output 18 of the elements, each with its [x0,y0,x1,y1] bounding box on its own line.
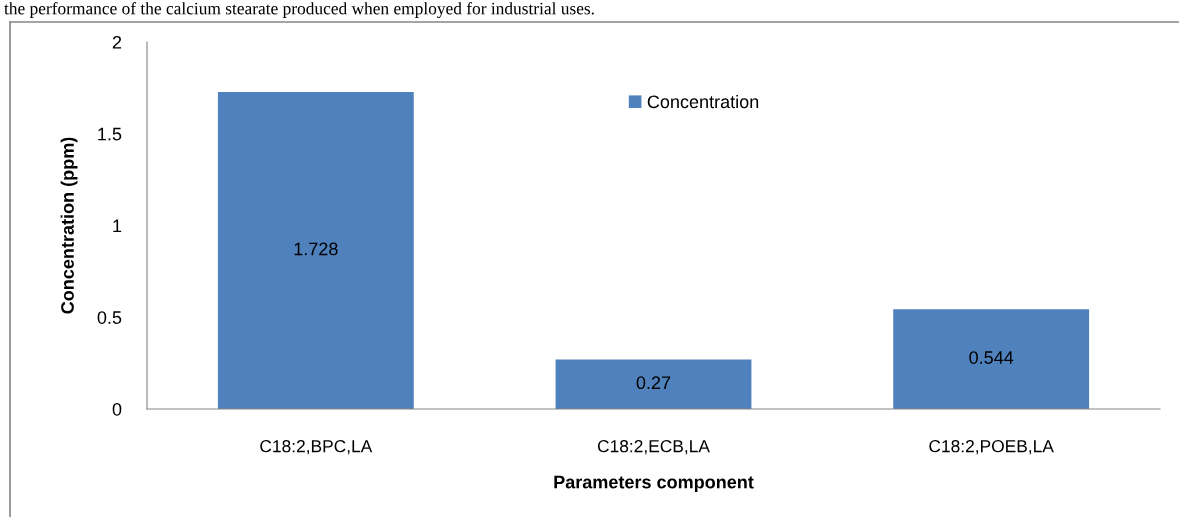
bar [893,309,1090,409]
bar [555,359,752,409]
y-tick-label: 1 [113,219,122,233]
y-tick-label: 2 [112,35,122,49]
y-tick-label: 0 [112,402,122,416]
data-label: 0.27 [636,376,671,390]
bar [217,91,414,409]
x-tick-label: C18:2,POEB,LA [929,440,1054,455]
x-axis-title: Parameters component [554,475,754,493]
y-tick-label: 1.5 [98,127,122,141]
data-label: 0.544 [969,351,1014,364]
y-tick-label: 0.5 [97,311,122,324]
text: the performance of the calcium stearate produced when employed for industrial uses. [4,2,594,18]
x-tick-label: C18:2,BPC,LA [260,440,373,455]
legend-label: Concentration [647,94,759,109]
y-axis-title: Concentration (ppm) [60,137,78,314]
data-label: 1.728 [294,242,338,256]
x-tick-label: C18:2,ECB,LA [597,440,710,455]
